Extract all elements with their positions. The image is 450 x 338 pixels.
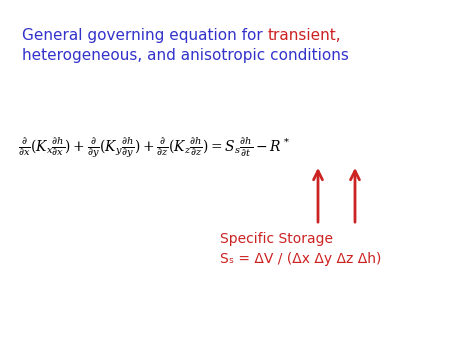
Text: heterogeneous, and anisotropic conditions: heterogeneous, and anisotropic condition… [22,48,349,63]
Text: $\frac{\partial}{\partial x}(K_x\frac{\partial h}{\partial x})+\frac{\partial}{\: $\frac{\partial}{\partial x}(K_x\frac{\p… [18,136,290,160]
Text: transient,: transient, [268,28,341,43]
Text: Sₛ = ΔV / (Δx Δy Δz Δh): Sₛ = ΔV / (Δx Δy Δz Δh) [220,252,382,266]
Text: Specific Storage: Specific Storage [220,232,333,246]
Text: General governing equation for: General governing equation for [22,28,268,43]
